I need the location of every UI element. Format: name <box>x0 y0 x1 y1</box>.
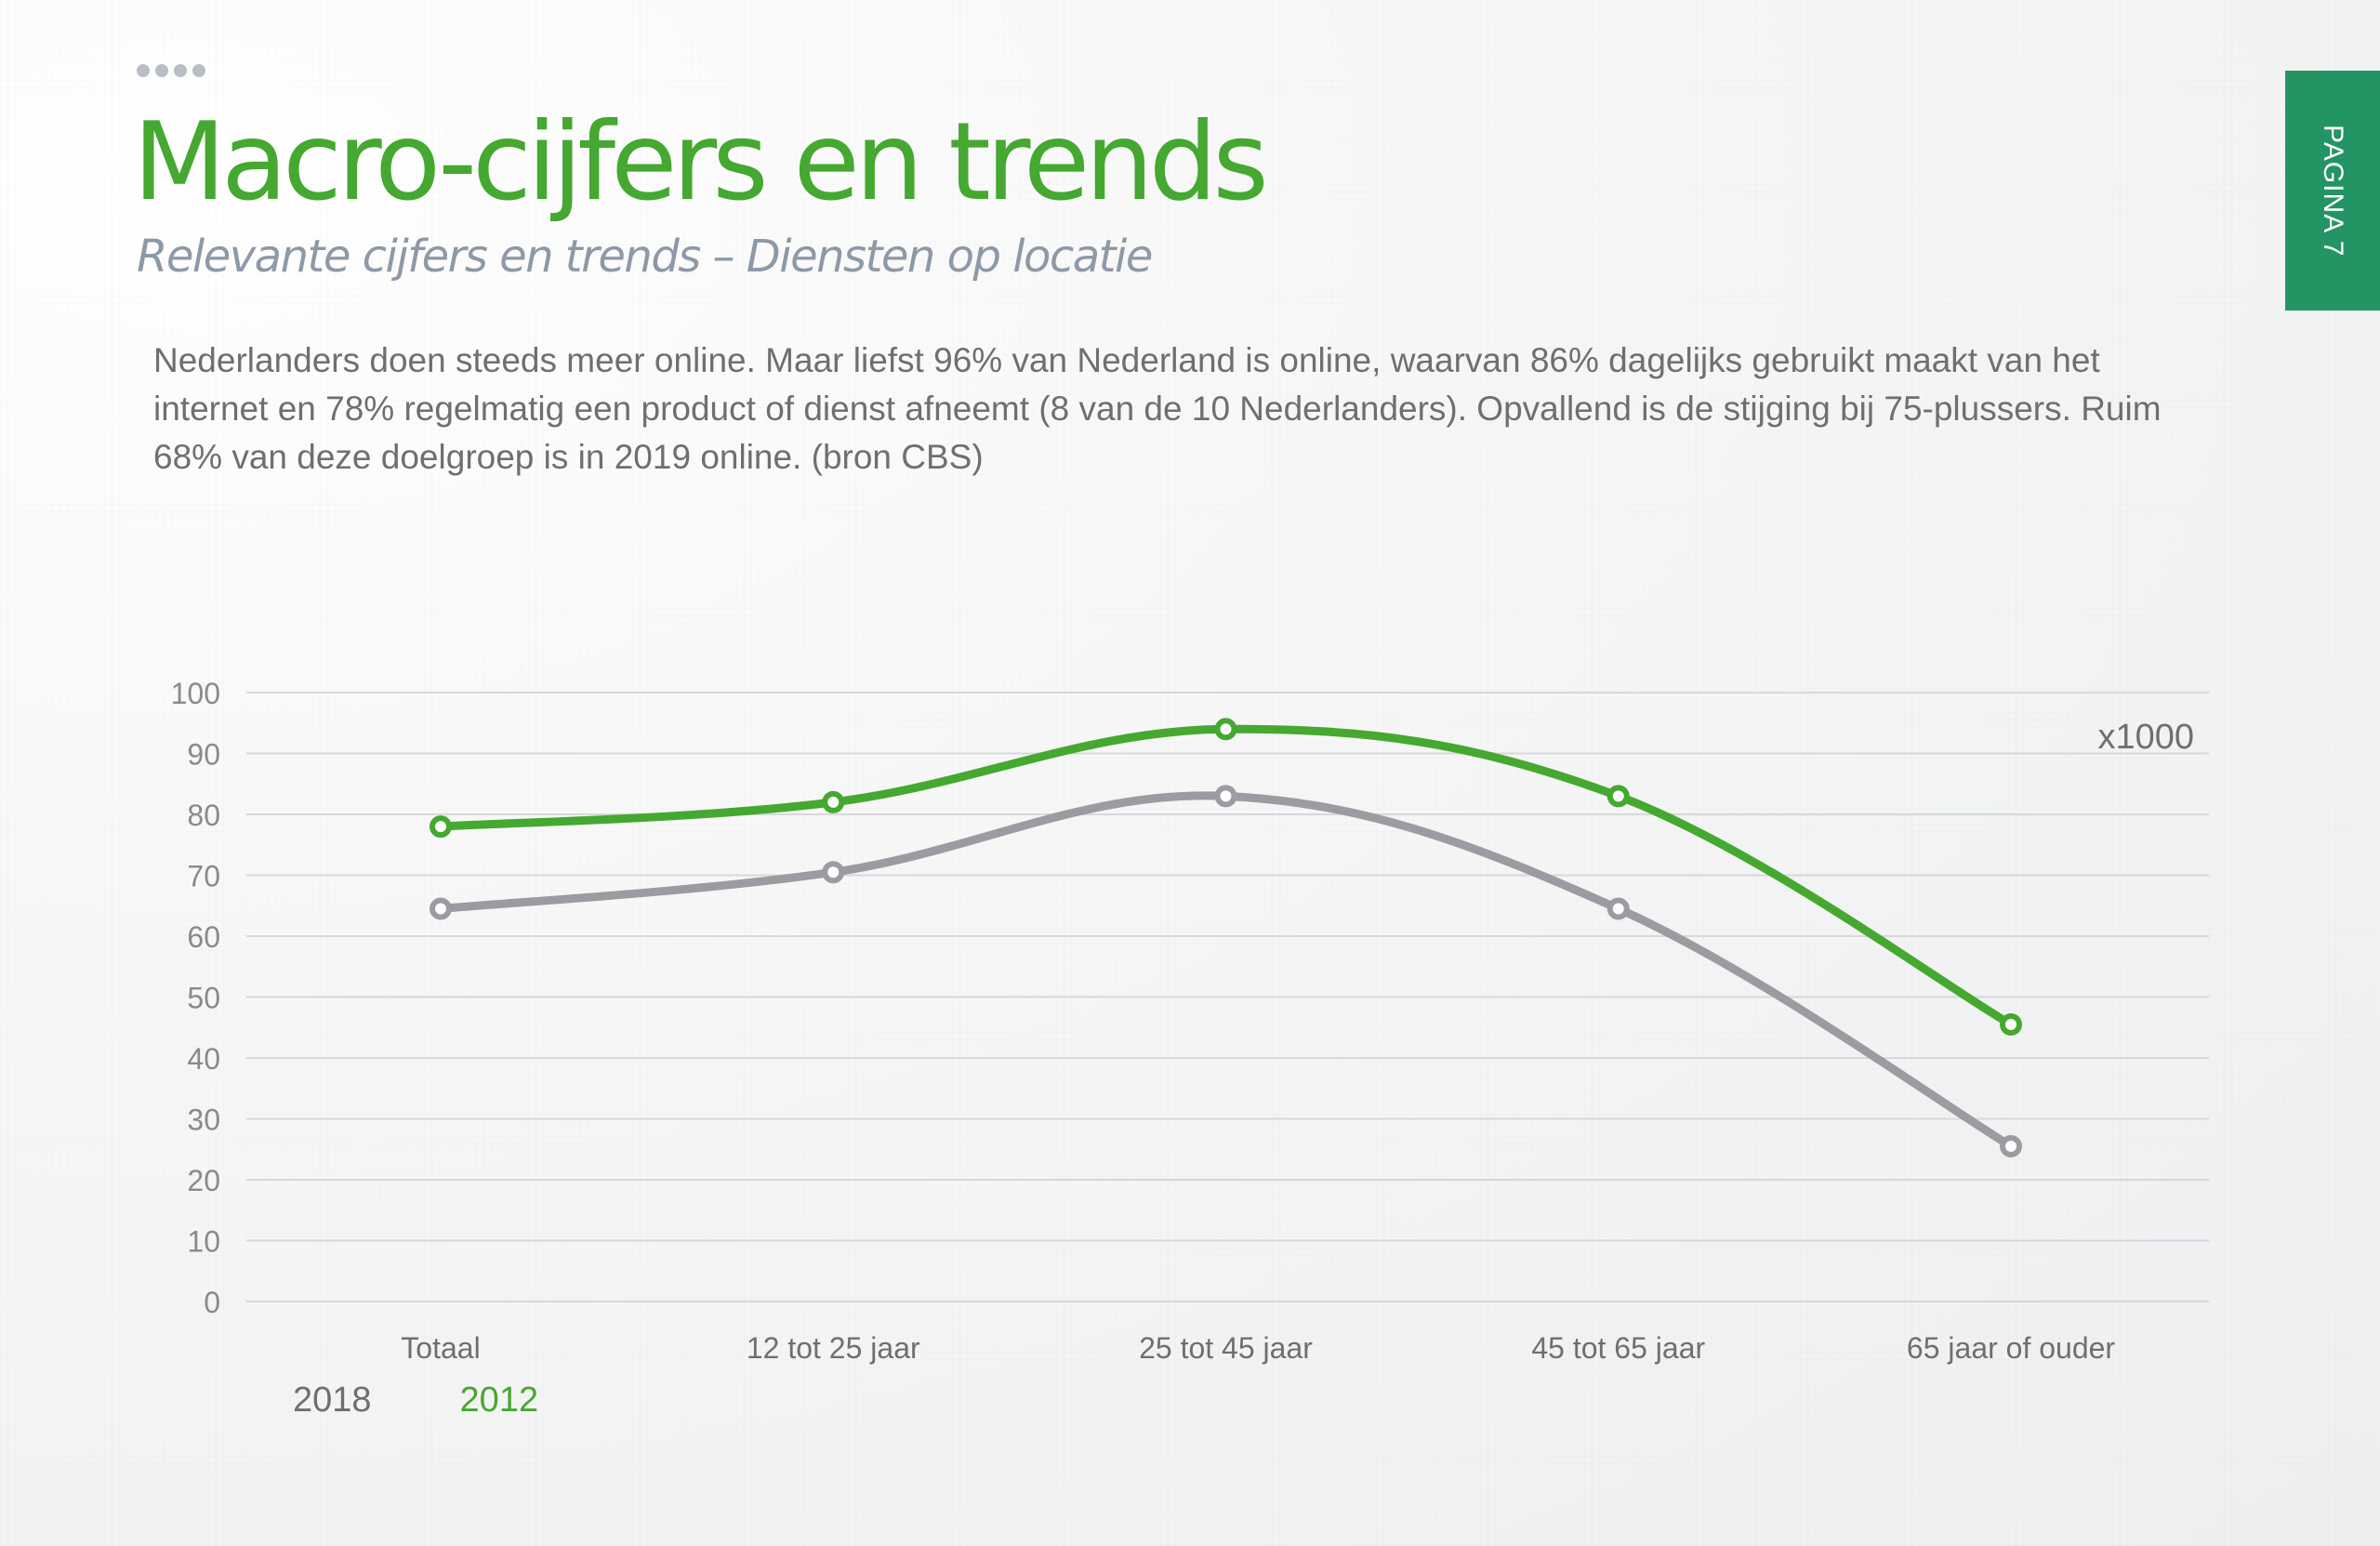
dot <box>192 64 205 77</box>
y-axis-ticks: 0 10 20 30 40 50 60 70 80 90 100 <box>171 677 220 1319</box>
data-point <box>2000 1134 2022 1157</box>
y-tick-label: 30 <box>187 1103 220 1137</box>
y-tick-label: 90 <box>187 738 220 772</box>
data-point <box>822 861 845 884</box>
intro-paragraph: Nederlanders doen steeds meer online. Ma… <box>153 341 2162 476</box>
unit-label: x1000 <box>2097 718 2194 757</box>
data-point <box>2000 1012 2022 1036</box>
y-tick-label: 10 <box>187 1225 220 1259</box>
y-tick-label: 0 <box>204 1286 220 1319</box>
series-2018 <box>430 785 2022 1157</box>
x-tick-label: 12 tot 25 jaar <box>747 1331 920 1365</box>
y-tick-label: 40 <box>187 1042 220 1076</box>
data-point <box>1214 785 1237 808</box>
series-line-2012 <box>436 724 2016 1029</box>
chart-series <box>430 718 2022 1157</box>
page-number-label: PAGINA 7 <box>2318 124 2348 258</box>
dot <box>174 64 187 77</box>
x-tick-label: 45 tot 65 jaar <box>1531 1331 1705 1365</box>
x-tick-label: 65 jaar of ouder <box>1907 1331 2116 1365</box>
data-point <box>430 897 452 920</box>
page-title: Macro-cijfers en trends <box>133 99 1269 225</box>
y-tick-label: 70 <box>187 860 220 893</box>
chart-grid <box>246 692 2209 1302</box>
dot <box>137 64 150 77</box>
page-number-tab: PAGINA 7 <box>2285 71 2380 311</box>
series-2012 <box>430 718 2022 1036</box>
legend-entry-2018: 2018 <box>293 1381 372 1420</box>
data-point <box>1606 785 1630 808</box>
y-tick-label: 60 <box>187 920 220 954</box>
dot <box>155 64 168 77</box>
x-axis-labels: Totaal 12 tot 25 jaar 25 tot 45 jaar 45 tot… <box>401 1331 2115 1365</box>
data-point <box>1606 897 1630 920</box>
y-tick-label: 20 <box>187 1164 220 1197</box>
x-tick-label: Totaal <box>401 1331 480 1365</box>
chart-legend: 2018 2012 <box>293 1381 538 1420</box>
y-tick-label: 100 <box>171 677 220 710</box>
y-tick-label: 50 <box>187 982 220 1015</box>
pagination-dots <box>137 64 205 77</box>
data-point <box>430 815 452 839</box>
legend-entry-2012: 2012 <box>459 1381 539 1420</box>
series-line-2018 <box>436 791 2016 1151</box>
data-point <box>1214 718 1237 741</box>
page-subtitle: Relevante cijfers en trends – Diensten o… <box>137 231 1153 283</box>
data-point <box>822 790 845 813</box>
y-tick-label: 80 <box>187 799 220 832</box>
x-tick-label: 25 tot 45 jaar <box>1139 1331 1313 1365</box>
